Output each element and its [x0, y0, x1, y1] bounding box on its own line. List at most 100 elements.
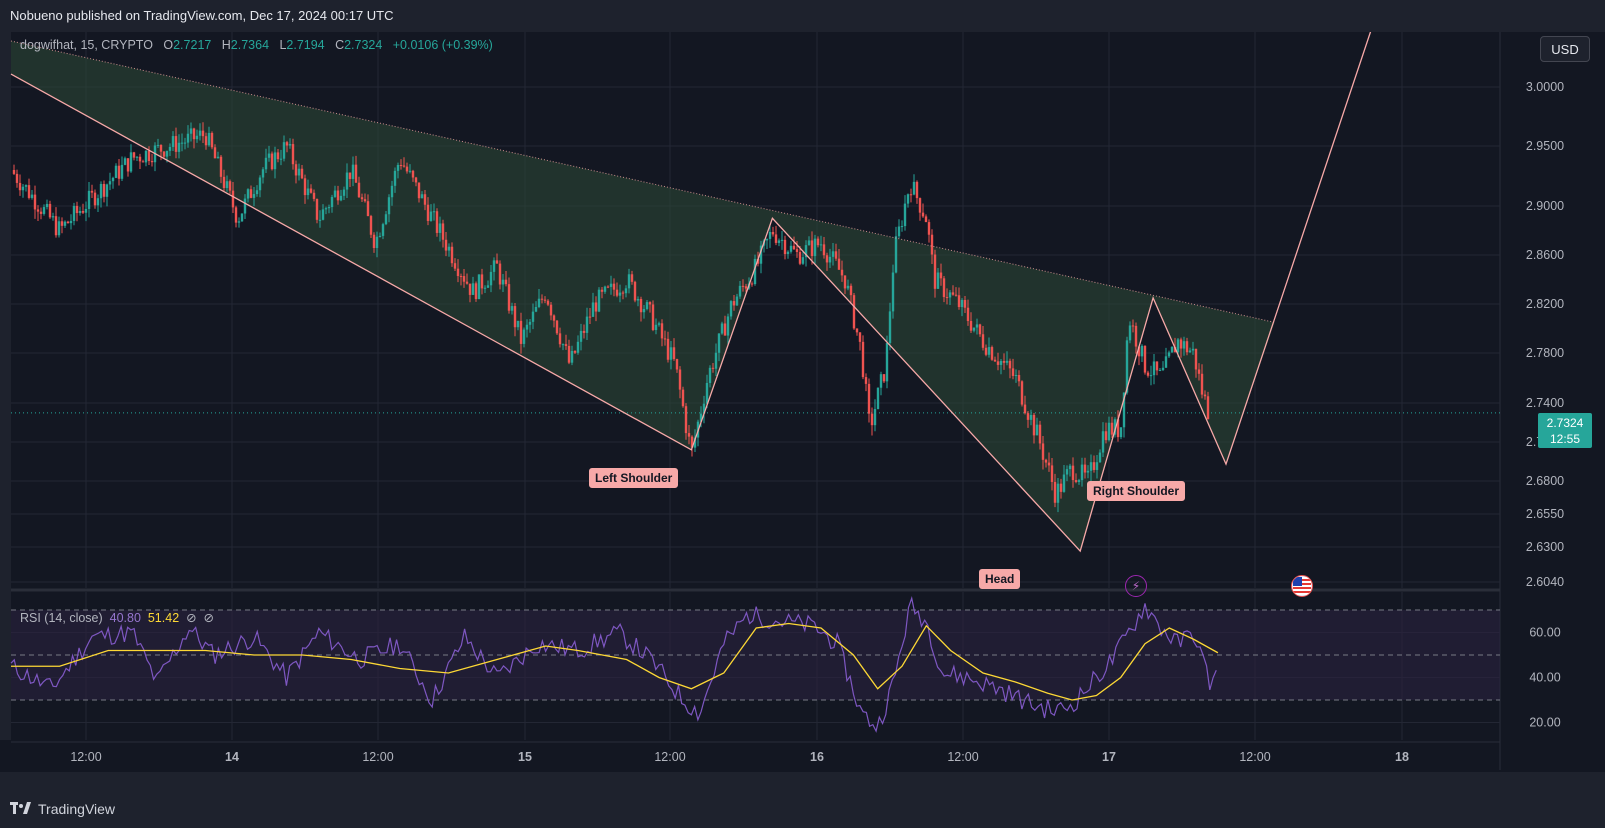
candle-body	[1098, 452, 1102, 463]
candle-body	[1179, 339, 1183, 349]
candle-body	[813, 238, 817, 257]
candle-body	[366, 201, 370, 217]
candle-body	[456, 268, 460, 277]
candle-body	[1140, 345, 1144, 357]
candle-body	[738, 285, 742, 297]
candle-body	[345, 172, 349, 190]
candle-body	[843, 275, 847, 289]
right-shoulder-label[interactable]: Right Shoulder	[1087, 481, 1185, 501]
candle-body	[1170, 346, 1174, 353]
candle-body	[18, 182, 22, 191]
candle-body	[180, 142, 184, 144]
low-label: L	[279, 38, 287, 52]
close-value: 2.7324	[344, 38, 383, 52]
tradingview-logo[interactable]: TradingView	[10, 801, 115, 817]
last-price-tag: 2.7324 12:55	[1538, 413, 1592, 448]
open-label: O	[163, 38, 174, 52]
candle-body	[609, 283, 613, 287]
eye-off-icon[interactable]: ⊘	[186, 611, 197, 625]
candle-body	[804, 245, 808, 258]
candle-body	[771, 231, 775, 235]
last-price: 2.7324	[1546, 416, 1584, 430]
candle-body	[372, 234, 376, 248]
candle-body	[639, 298, 643, 313]
candle-body	[555, 320, 559, 334]
candle-body	[165, 150, 169, 157]
left-shoulder-label[interactable]: Left Shoulder	[589, 468, 679, 488]
candle-body	[261, 169, 265, 178]
price-tick-label: 2.6550	[1526, 507, 1564, 521]
candle-body	[510, 306, 514, 311]
symbol-legend[interactable]: dogwifhat, 15, CRYPTO O2.7217 H2.7364 L2…	[20, 38, 493, 52]
symbol-name[interactable]: dogwifhat, 15, CRYPTO	[20, 38, 153, 52]
candle-body	[1131, 325, 1135, 327]
candle-body	[183, 142, 187, 144]
candle-body	[207, 132, 211, 146]
candle-body	[996, 361, 1000, 365]
price-tick-label: 2.7400	[1526, 396, 1564, 410]
time-tick-label: 12:00	[70, 750, 101, 764]
candle-body	[57, 221, 61, 236]
us-flag-event-icon[interactable]	[1291, 575, 1313, 597]
candle-body	[582, 330, 586, 333]
candle-body	[651, 304, 655, 330]
candle-body	[1008, 360, 1012, 369]
close-label: C	[335, 38, 345, 52]
candle-body	[855, 328, 859, 333]
head-label[interactable]: Head	[979, 569, 1021, 589]
candle-body	[411, 170, 415, 178]
candle-body	[777, 240, 781, 243]
lightning-event-icon[interactable]: ⚡	[1125, 575, 1147, 597]
candle-body	[579, 330, 583, 342]
candle-body	[1041, 443, 1045, 460]
candle-body	[210, 132, 214, 148]
candle-body	[894, 236, 898, 273]
candle-body	[873, 409, 877, 426]
rsi-tick-label: 60.00	[1529, 626, 1560, 640]
candle-body	[978, 324, 982, 335]
candle-body	[1086, 470, 1090, 473]
candle-body	[669, 347, 673, 360]
candle-body	[975, 324, 979, 328]
candle-body	[483, 287, 487, 289]
candle-body	[1053, 481, 1057, 503]
candle-body	[1095, 462, 1099, 470]
rsi-name[interactable]: RSI (14, close)	[20, 611, 103, 625]
candle-body	[282, 142, 286, 159]
candle-body	[369, 216, 373, 235]
candle-body	[348, 172, 352, 179]
price-tick-label: 2.6800	[1526, 474, 1564, 488]
candle-body	[231, 190, 235, 208]
candle-body	[486, 285, 490, 288]
candle-body	[1149, 375, 1153, 377]
candle-body	[1038, 424, 1042, 444]
currency-button[interactable]: USD	[1540, 36, 1590, 62]
candle-body	[96, 198, 100, 206]
candle-body	[240, 213, 244, 222]
candle-body	[552, 315, 556, 321]
candle-body	[171, 136, 175, 147]
candle-body	[60, 221, 64, 226]
candle-body	[174, 136, 178, 152]
candle-body	[876, 387, 880, 410]
candle-body	[93, 192, 97, 206]
eye-off-icon[interactable]: ⊘	[203, 611, 215, 625]
candle-body	[408, 170, 412, 172]
candle-body	[1110, 422, 1114, 435]
candle-body	[438, 223, 442, 233]
candle-body	[270, 153, 274, 170]
candle-body	[213, 147, 217, 159]
candle-body	[630, 274, 634, 282]
candle-body	[168, 146, 172, 151]
candle-body	[684, 406, 688, 434]
candle-body	[99, 183, 103, 199]
low-value: 2.7194	[286, 38, 325, 52]
candle-body	[450, 246, 454, 264]
price-tick-label: 2.9000	[1526, 199, 1564, 213]
candle-body	[420, 194, 424, 199]
rsi-legend[interactable]: RSI (14, close) 40.80 51.42 ⊘ ⊘	[20, 610, 214, 625]
candle-body	[819, 244, 823, 246]
candle-body	[189, 128, 193, 134]
candle-body	[858, 332, 862, 342]
